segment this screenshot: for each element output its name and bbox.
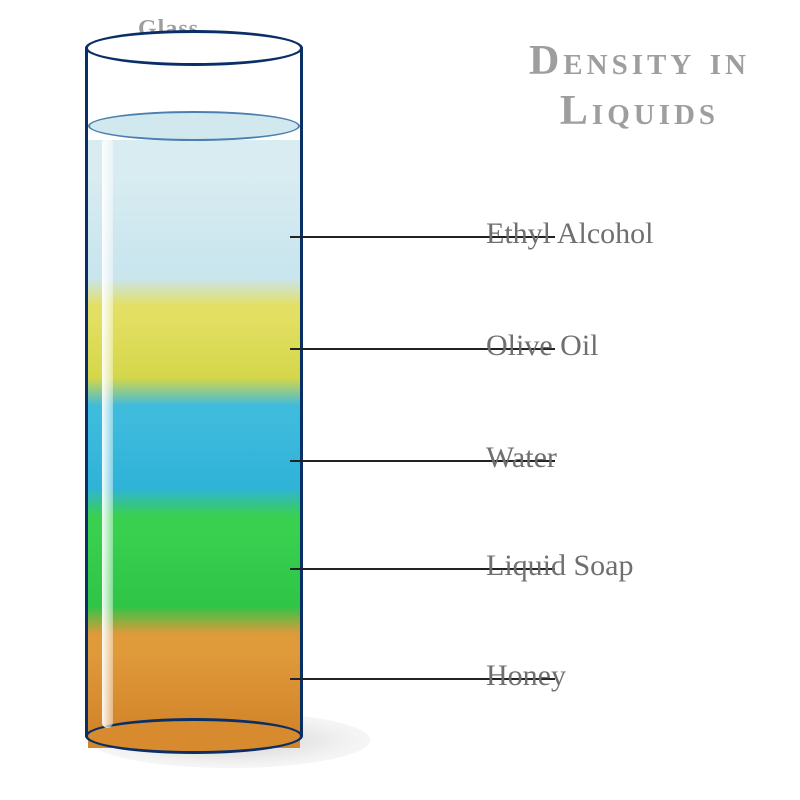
layer-label: Honey	[486, 659, 566, 693]
liquid-surface	[88, 111, 300, 141]
glass-body	[85, 48, 303, 736]
layer-label: Ethyl Alcohol	[486, 217, 654, 251]
title-line-1: Density in	[529, 36, 750, 86]
diagram-container: Density in Liquids Glass Ethyl AlcoholOl…	[0, 0, 800, 800]
glass-bottom-rim	[85, 718, 303, 754]
glass-top-rim	[85, 30, 303, 66]
title-line-2: Liquids	[529, 86, 750, 136]
diagram-title: Density in Liquids	[529, 36, 750, 137]
layer-label: Water	[486, 441, 557, 475]
layer-label: Olive Oil	[486, 329, 599, 363]
layer-label: Liquid Soap	[486, 549, 634, 583]
glass-cylinder	[85, 48, 303, 736]
glass-highlight	[102, 138, 113, 728]
